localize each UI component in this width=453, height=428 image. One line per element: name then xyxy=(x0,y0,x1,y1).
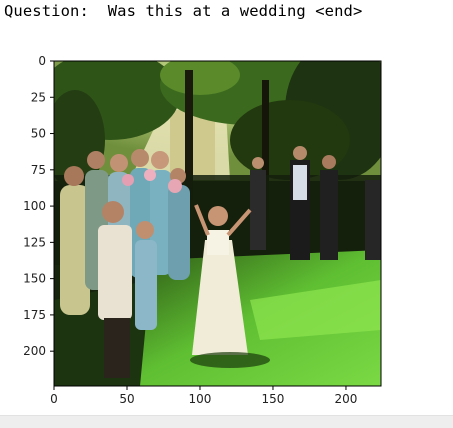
y-tick-label: 175 xyxy=(23,308,46,322)
question-text: Question: Was this at a wedding <end> xyxy=(4,2,363,20)
x-axis: 0 50 100 150 200 xyxy=(50,386,357,406)
y-tick-label: 25 xyxy=(31,90,46,104)
y-tick-label: 200 xyxy=(23,344,46,358)
y-tick-label: 0 xyxy=(38,54,46,68)
x-tick-label: 50 xyxy=(119,392,134,406)
x-tick-label: 100 xyxy=(189,392,212,406)
y-tick-label: 75 xyxy=(31,163,46,177)
y-axis: 0 25 50 75 100 125 150 175 200 xyxy=(23,54,54,358)
x-tick-label: 150 xyxy=(262,392,285,406)
y-tick-label: 100 xyxy=(23,199,46,213)
output-scrollbar-track[interactable] xyxy=(0,415,453,428)
x-tick-label: 0 xyxy=(50,392,58,406)
photo xyxy=(54,61,381,386)
y-tick-label: 125 xyxy=(23,235,46,249)
y-tick-label: 150 xyxy=(23,272,46,286)
y-tick-label: 50 xyxy=(31,127,46,141)
x-tick-label: 200 xyxy=(335,392,358,406)
plot-frame xyxy=(53,60,382,387)
